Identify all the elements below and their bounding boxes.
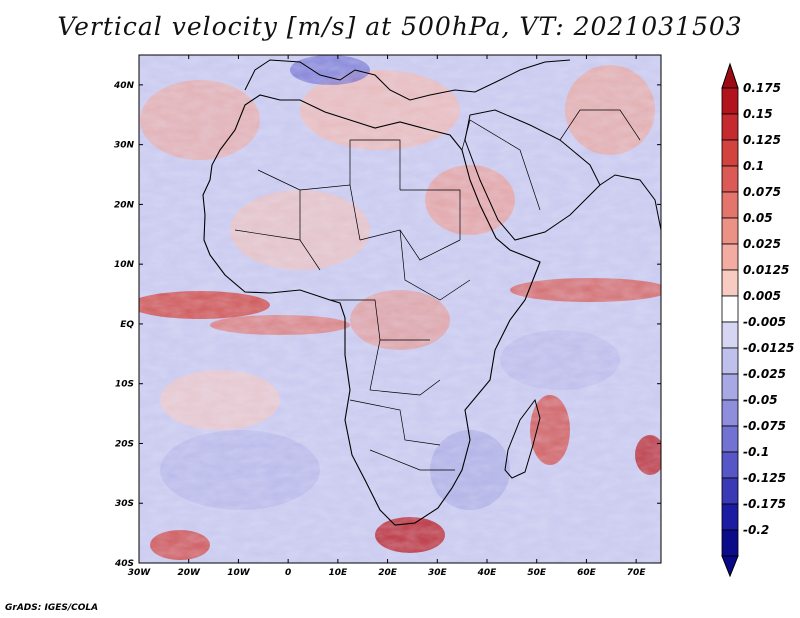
country-borders (234, 109, 641, 471)
colorbar-swatch (721, 373, 739, 401)
colorbar-swatch (721, 269, 739, 297)
colorbar-swatch (721, 477, 739, 505)
colorbar-swatch (721, 217, 739, 245)
map-area (139, 55, 661, 563)
colorbar-swatch (721, 529, 739, 557)
colorbar-swatch (721, 139, 739, 167)
colorbar-label: -0.175 (743, 497, 786, 511)
colorbar-swatch (721, 321, 739, 349)
colorbar-bottom-arrow (721, 555, 739, 578)
colorbar-label: -0.125 (743, 471, 786, 485)
colorbar-swatch (721, 191, 739, 219)
x-tick-label: 30E (428, 568, 448, 578)
x-tick-label: 10E (329, 568, 349, 578)
y-tick-label: 30S (115, 499, 134, 509)
map-title: Vertical velocity [m/s] at 500hPa, VT: 2… (57, 12, 743, 41)
europe-coastline (244, 59, 571, 101)
colorbar-label: -0.005 (743, 315, 786, 329)
x-tick-label: 60E (577, 568, 597, 578)
colorbar-label: 0.075 (743, 185, 781, 199)
x-tick-label: 50E (527, 568, 547, 578)
y-tick-label: 40S (114, 559, 134, 569)
colorbar-label: 0.125 (743, 133, 781, 147)
x-tick-label: 10W (227, 568, 251, 578)
footer-credit: GrADS: IGES/COLA (5, 603, 99, 613)
colorbar-swatch (721, 165, 739, 193)
colorbar-label: 0.1 (743, 159, 764, 173)
colorbar-label: -0.025 (743, 367, 786, 381)
colorbar-swatch (721, 425, 739, 453)
colorbar-swatch (721, 347, 739, 375)
y-tick-label: 20S (115, 439, 134, 449)
colorbar-top-arrow (721, 62, 739, 89)
colorbar-label: 0.15 (743, 107, 773, 121)
colorbar-label: -0.075 (743, 419, 786, 433)
y-tick-label: 10N (114, 260, 135, 270)
x-tick-label: 20E (378, 568, 398, 578)
colorbar-label: 0.175 (743, 81, 781, 95)
colorbar-label: -0.2 (743, 523, 769, 537)
colorbar-swatch (721, 503, 739, 531)
x-tick-label: 0 (285, 568, 291, 578)
colorbar-label: -0.05 (743, 393, 778, 407)
x-tick-label: 30W (128, 568, 152, 578)
africa-coastline (202, 94, 541, 526)
colorbar-swatch (721, 295, 739, 323)
y-tick-label: 10S (115, 380, 134, 390)
colorbar-swatch (721, 451, 739, 479)
colorbar-label: 0.005 (743, 289, 781, 303)
colorbar: 0.175 0.15 0.125 0.1 0.075 0.05 0.025 0.0125 0.0… (721, 62, 794, 578)
colorbar-swatch (721, 243, 739, 271)
colorbar-label: -0.1 (743, 445, 769, 459)
y-axis: 40N 30N 20N 10N EQ 10S 20S 30S 40S (113, 81, 661, 569)
x-tick-label: 40E (477, 568, 498, 578)
y-tick-label: EQ (120, 320, 134, 330)
arabia-coastline (464, 109, 601, 241)
colorbar-label: 0.05 (743, 211, 773, 225)
colorbar-swatch (721, 87, 739, 115)
colorbar-label: 0.025 (743, 237, 781, 251)
texture-overlay (139, 55, 661, 563)
madagascar-coastline (504, 398, 541, 479)
map-frame (138, 54, 662, 564)
x-tick-label: 20W (177, 568, 201, 578)
asia-coastline (599, 174, 661, 231)
y-tick-label: 30N (114, 141, 135, 151)
colorbar-swatch (721, 113, 739, 141)
y-tick-label: 40N (113, 81, 135, 91)
x-tick-label: 70E (627, 568, 647, 578)
y-tick-label: 20N (114, 200, 135, 210)
colorbar-label: -0.0125 (743, 341, 794, 355)
colorbar-swatch (721, 399, 739, 427)
colorbar-label: 0.0125 (743, 263, 789, 277)
x-axis: 30W 20W 10W 0 10E 20E 30E 40E 50E 60E 70E (128, 55, 647, 578)
